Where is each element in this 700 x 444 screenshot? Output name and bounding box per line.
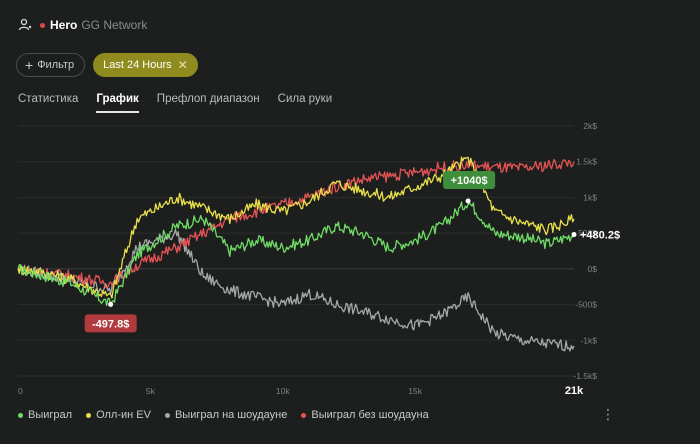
results-chart[interactable]: 2k$ 1.5k$ 1k$ 500$ 0$ -500$ -1k$ -1.5k$ 0 5k 10k 15… — [0, 110, 700, 404]
y-tick-label: -1.5k$ — [573, 371, 597, 381]
x-tick-label: 0 — [18, 386, 23, 396]
plus-icon: + — [25, 57, 34, 73]
tab-hand-strength[interactable]: Сила руки — [277, 93, 333, 105]
network-name: GG Network — [81, 18, 148, 32]
min-label: -497.8$ — [92, 318, 129, 330]
add-filter-button[interactable]: + Фильтр — [16, 53, 86, 77]
tab-bar: Статистика График Префлоп диапазон Сила … — [18, 93, 350, 113]
legend-dot — [301, 412, 307, 418]
min-label-box — [84, 314, 137, 333]
min-point-marker — [108, 301, 114, 307]
y-tick-label: 1.5k$ — [576, 157, 597, 167]
x-tick-label: 15k — [408, 386, 422, 396]
add-filter-label: Фильтр — [37, 59, 75, 71]
max-point-marker — [465, 198, 471, 204]
legend-dot — [18, 412, 23, 418]
legend: Выиграл Олл-ин EV Выиграл на шоудауне Вы… — [18, 409, 443, 421]
legend-label: Выиграл на шоудауне — [174, 409, 288, 421]
close-icon[interactable]: ✕ — [177, 58, 188, 72]
filter-bar: + Фильтр Last 24 Hours ✕ — [16, 53, 198, 77]
legend-item-non-showdown[interactable]: Выиграл без шоудауна — [301, 409, 429, 421]
legend-item-allin-ev[interactable]: Олл-ин EV — [86, 409, 151, 421]
legend-dot — [86, 412, 92, 418]
y-tick-label: -1k$ — [580, 335, 597, 345]
y-tick-label: 2k$ — [583, 121, 597, 131]
max-label: +1040$ — [451, 175, 488, 187]
legend-label: Выиграл без шоудауна — [311, 409, 429, 421]
x-tick-label: 10k — [276, 386, 290, 396]
series-line-0 — [17, 228, 575, 352]
legend-item-showdown[interactable]: Выиграл на шоудауне — [164, 409, 288, 421]
more-options-icon[interactable]: ⋮ — [601, 406, 615, 422]
period-filter-chip[interactable]: Last 24 Hours ✕ — [93, 53, 198, 77]
tab-preflop-range[interactable]: Префлоп диапазон — [156, 93, 260, 105]
y-tick-label: -500$ — [575, 300, 597, 310]
y-tick-label: 500$ — [578, 228, 597, 238]
x-tick-label: 21k — [565, 385, 584, 397]
header: Hero GG Network — [18, 16, 147, 34]
network-dot-icon — [40, 22, 45, 28]
legend-label: Олл-ин EV — [96, 409, 151, 421]
period-filter-label: Last 24 Hours — [103, 59, 172, 71]
legend-label: Выиграл — [28, 409, 73, 421]
y-tick-label: 1k$ — [583, 192, 597, 202]
hero-name: Hero — [50, 18, 78, 32]
user-icon[interactable] — [18, 18, 32, 32]
x-tick-label: 5k — [146, 386, 156, 396]
series-line-1 — [17, 158, 575, 289]
tab-statistics[interactable]: Статистика — [18, 93, 79, 105]
max-label-box — [443, 171, 496, 189]
legend-dot — [164, 412, 170, 418]
final-point-marker — [571, 232, 577, 238]
final-value-label: +480.2$ — [580, 230, 620, 242]
legend-item-won[interactable]: Выиграл — [18, 409, 72, 421]
tab-graph[interactable]: График — [96, 93, 139, 113]
y-tick-label: 0$ — [588, 264, 598, 274]
